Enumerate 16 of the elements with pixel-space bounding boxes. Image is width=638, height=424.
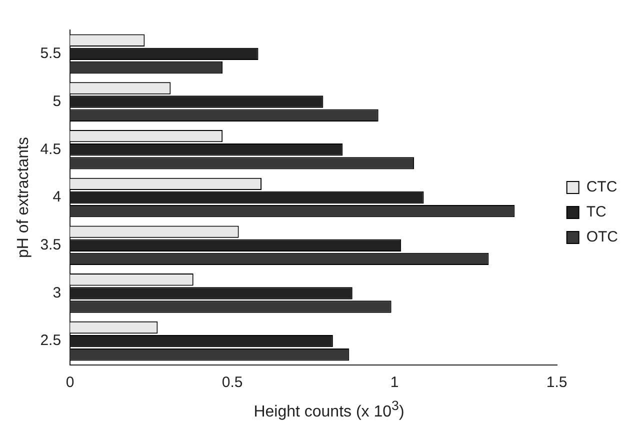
legend-label: OTC [586,228,618,246]
x-axis-title: Height counts (x 10$^{3}$) [252,398,406,422]
y-tick-label: 5 [52,92,62,110]
x-tick-label: 0 [66,374,74,392]
x-tick-label: 1 [390,374,399,392]
y-tick-label: 2.5 [40,332,62,350]
y-tick-label: 3.5 [40,236,62,254]
y-tick-label: 4 [52,188,62,206]
y-tick-label: 3 [52,284,62,302]
legend-label: TC [586,204,606,221]
y-tick-label: 4.5 [40,140,62,158]
y-tick-label: 5.5 [40,45,62,62]
x-tick-label: 1.5 [546,374,568,392]
y-axis-title: pH of extractants [15,137,32,258]
legend-label: CTC [586,178,618,196]
x-tick-label: 0.5 [222,374,243,392]
